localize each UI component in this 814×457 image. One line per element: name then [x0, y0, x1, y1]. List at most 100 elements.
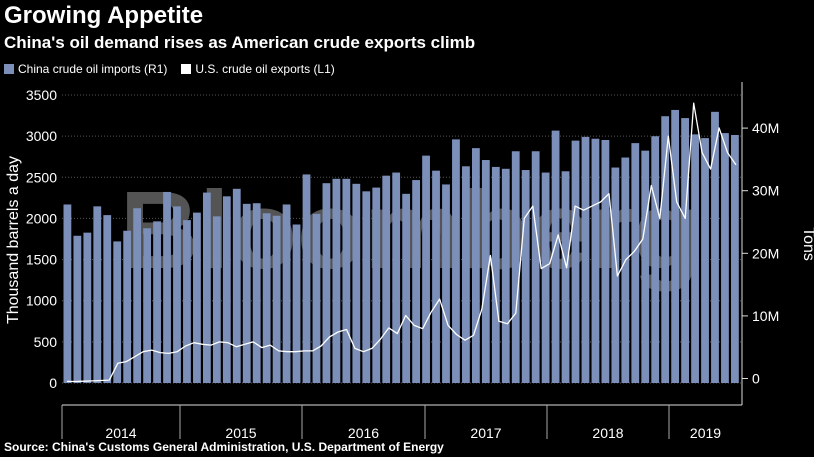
imports-bars [63, 109, 739, 384]
import-bar [272, 215, 281, 383]
import-bar [501, 168, 510, 383]
import-bar [471, 148, 480, 383]
import-bar [103, 215, 112, 383]
import-bar [631, 143, 640, 383]
x-tick-label: 2016 [348, 425, 379, 441]
y-left-tick-label: 3500 [26, 87, 57, 103]
import-bar [83, 232, 92, 383]
import-bar [352, 183, 361, 383]
import-bar [721, 133, 729, 383]
y-right-tick-label: 30M [752, 183, 779, 199]
import-bar [372, 187, 381, 383]
y-axis-left-label: Thousand barrels a day [5, 156, 22, 324]
import-bar [392, 172, 401, 383]
chart-title: Growing Appetite [4, 2, 204, 29]
import-bar [382, 175, 391, 383]
import-bar [701, 138, 709, 383]
y-left-tick-label: 0 [49, 375, 57, 391]
import-bar [661, 116, 670, 384]
import-bar [202, 192, 211, 383]
x-tick-label: 2015 [225, 425, 256, 441]
y-left-tick-label: 500 [34, 334, 58, 350]
x-tick-label: 2017 [470, 425, 501, 441]
import-bar [601, 139, 610, 383]
import-bar [442, 184, 450, 383]
import-bar [711, 111, 719, 383]
import-bar [332, 178, 341, 383]
exports-polyline [66, 102, 737, 383]
import-bar [591, 138, 600, 383]
y-left-tick-label: 2500 [26, 169, 57, 185]
import-bar [561, 171, 570, 383]
x-tick-label: 2014 [105, 425, 136, 441]
legend-swatch-imports [4, 64, 14, 74]
import-bar [163, 191, 171, 383]
import-bar [571, 140, 580, 383]
source-note: Source: China's Customs General Administ… [4, 440, 444, 454]
legend: China crude oil imports (R1) U.S. crude … [4, 62, 335, 76]
import-bar [462, 166, 470, 383]
import-bar [322, 183, 331, 383]
y-right-tick-label: 20M [752, 245, 779, 261]
import-bar [143, 228, 152, 383]
import-bar [262, 213, 271, 383]
import-bar [222, 196, 231, 383]
import-bar [63, 204, 72, 383]
import-bar [312, 213, 321, 383]
import-bar [242, 203, 251, 383]
import-bar [521, 170, 530, 383]
import-bar [481, 160, 490, 383]
import-bar [691, 134, 699, 383]
import-bar [551, 130, 560, 383]
y-right-tick-label: 10M [752, 308, 779, 324]
y-right-tick-label: 40M [752, 120, 779, 136]
y-left-tick-label: 3000 [26, 128, 57, 144]
import-bar [302, 174, 311, 383]
import-bar [581, 136, 590, 383]
import-bar [412, 180, 421, 383]
axes: 0 500 1000 1500 2000 2500 3000 3500 0 10M 20M 30M 40… [26, 82, 779, 441]
import-bar [432, 170, 440, 383]
import-bar [212, 216, 221, 383]
y-left-tick-label: 1500 [26, 252, 57, 268]
legend-label-exports: U.S. crude oil exports (L1) [195, 62, 335, 76]
exports-line [66, 102, 737, 383]
import-bar [282, 204, 291, 383]
import-bar [342, 178, 351, 383]
grid [62, 94, 742, 384]
import-bar [531, 151, 540, 383]
import-bar [193, 212, 201, 383]
import-bar [123, 230, 132, 383]
legend-swatch-exports [181, 64, 192, 74]
import-bar [541, 172, 550, 383]
import-bar [422, 155, 430, 383]
import-bar [292, 224, 301, 383]
import-bar [641, 150, 650, 383]
import-bar [611, 167, 620, 383]
legend-label-imports: China crude oil imports (R1) [18, 62, 168, 76]
import-bar [671, 109, 680, 384]
import-bar [621, 157, 630, 383]
y-right-tick-label: 0 [752, 371, 760, 387]
import-bar [113, 241, 122, 383]
y-axis-right-label: Tons [800, 227, 814, 261]
x-tick-label: 2018 [592, 425, 623, 441]
import-bar [93, 206, 102, 383]
y-left-tick-label: 1000 [26, 293, 57, 309]
import-bar [681, 118, 690, 384]
import-bar [651, 136, 660, 383]
import-bar [731, 134, 739, 383]
import-bar [491, 166, 500, 383]
import-bar [452, 139, 460, 383]
import-bar [511, 151, 520, 383]
x-tick-label: 2019 [690, 425, 721, 441]
import-bar [232, 188, 241, 383]
import-bar [183, 220, 191, 383]
import-bar [402, 193, 411, 383]
legend-item-exports: U.S. crude oil exports (L1) [181, 62, 335, 76]
import-bar [362, 191, 371, 383]
legend-item-imports: China crude oil imports (R1) [4, 62, 167, 76]
import-bar [252, 203, 261, 383]
import-bar [73, 235, 82, 383]
import-bar [173, 206, 181, 383]
